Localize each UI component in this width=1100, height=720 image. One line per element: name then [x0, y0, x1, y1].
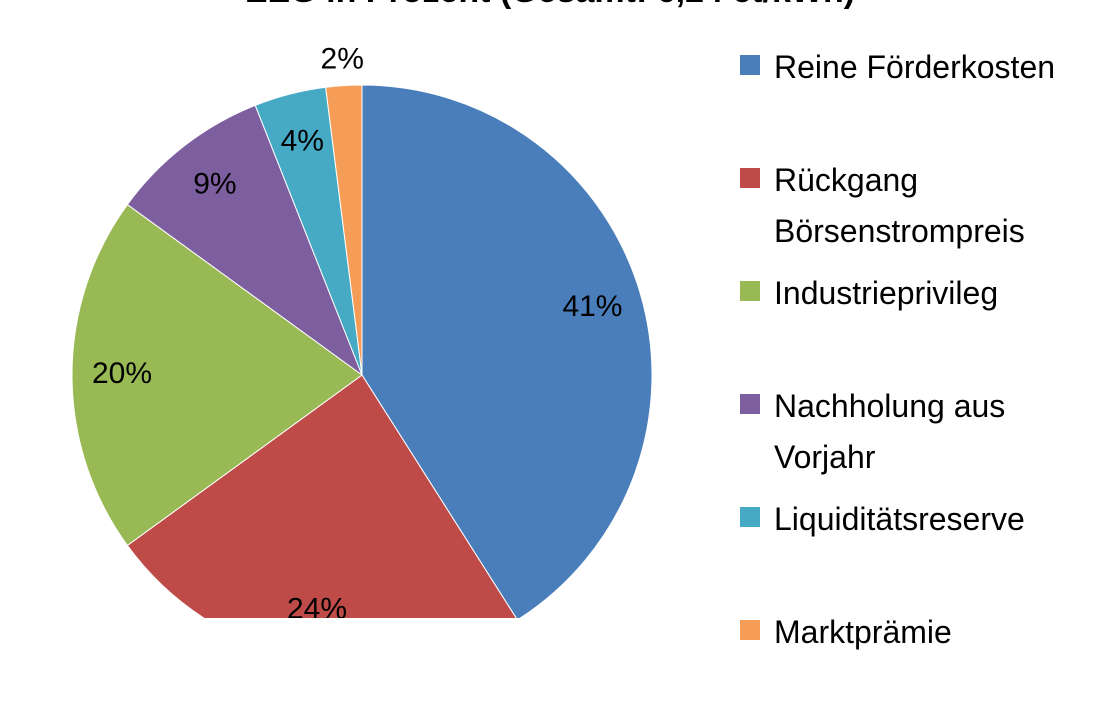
legend-label: Reine Förderkosten — [774, 49, 1056, 85]
legend-item: Liquiditätsreserve — [740, 494, 1090, 607]
legend-swatch — [740, 394, 760, 414]
legend: Reine Förderkosten Rückgang Börsenstrompr… — [740, 42, 1090, 720]
data-label: 41% — [562, 290, 622, 323]
data-label: 24% — [287, 593, 347, 618]
pie-slice — [126, 104, 364, 377]
legend-swatch — [740, 281, 760, 301]
legend-label: Industrieprivileg — [774, 275, 999, 311]
legend-label: Nachholung aus Vorjahr — [774, 388, 1006, 475]
data-label: 4% — [281, 124, 324, 157]
data-label: 2% — [321, 43, 364, 76]
data-label: 9% — [193, 167, 236, 200]
legend-label: Marktprämie — [774, 614, 952, 650]
legend-item: Marktprämie — [740, 607, 1090, 720]
page: {"chart_data": {"type": "pie", "title": … — [71, 0, 1056, 650]
legend-item: Rückgang Börsenstrompreis — [740, 155, 1090, 268]
chart: EEG in Prozent (Gesamt: 6,24 ct/kWh) 41%… — [71, 0, 855, 618]
legend-swatch — [740, 168, 760, 188]
pie-slice — [361, 84, 653, 618]
legend-swatch — [740, 507, 760, 527]
legend-item: Nachholung aus Vorjahr — [740, 381, 1090, 494]
legend-swatch — [740, 55, 760, 75]
legend-label: Rückgang Börsenstrompreis — [774, 162, 1025, 249]
legend-label: Liquiditätsreserve — [774, 501, 1025, 537]
pie-slice — [126, 374, 517, 618]
legend-item: Reine Förderkosten — [740, 42, 1090, 155]
data-label: 20% — [92, 357, 152, 390]
chart-title: EEG in Prozent (Gesamt: 6,24 ct/kWh) — [245, 0, 855, 10]
legend-swatch — [740, 620, 760, 640]
legend-item: Industrieprivileg — [740, 268, 1090, 381]
pie-slice — [71, 203, 363, 547]
pie-slice — [325, 84, 363, 376]
